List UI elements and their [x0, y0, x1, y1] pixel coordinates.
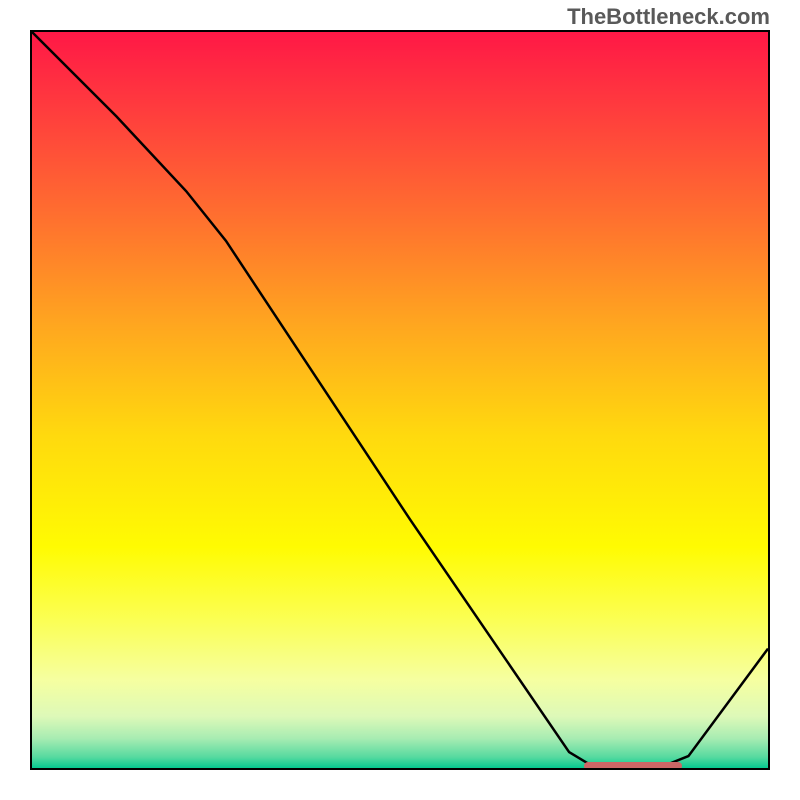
optimal-range-marker — [584, 762, 682, 770]
bottleneck-curve — [32, 32, 768, 768]
chart-plot-area — [30, 30, 770, 770]
watermark-text: TheBottleneck.com — [567, 4, 770, 30]
